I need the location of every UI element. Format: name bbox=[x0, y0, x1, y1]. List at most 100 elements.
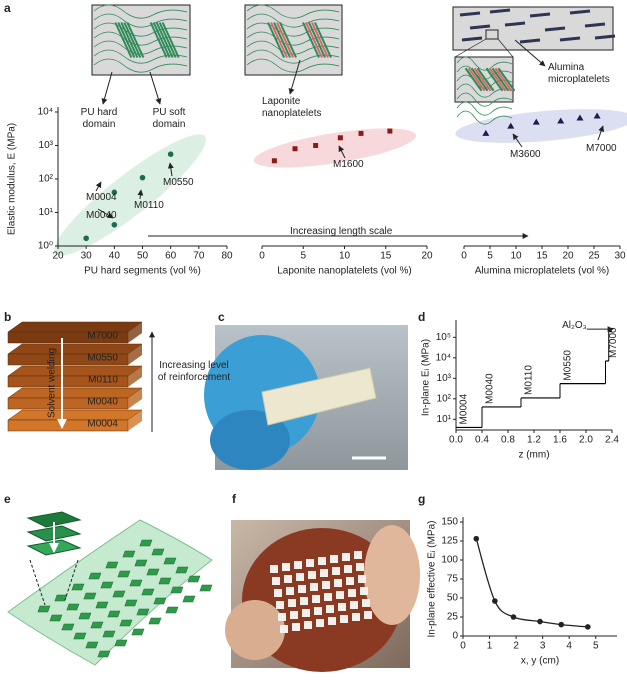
polymer-chain bbox=[456, 101, 513, 116]
highlight bbox=[455, 109, 627, 143]
tile bbox=[364, 611, 372, 619]
tile bbox=[284, 575, 292, 583]
tile bbox=[344, 565, 352, 573]
hard-domain bbox=[488, 67, 507, 92]
polymer-chain bbox=[246, 22, 340, 37]
x-tick-label: 0.0 bbox=[449, 435, 463, 446]
point bbox=[537, 618, 543, 625]
polymer-chain bbox=[246, 13, 340, 28]
block bbox=[129, 579, 143, 587]
step-label: M0040 bbox=[485, 373, 496, 404]
arrow bbox=[101, 71, 113, 105]
arrow bbox=[137, 189, 144, 200]
panel-label: e bbox=[4, 492, 11, 506]
y-tick-label: 10⁰ bbox=[38, 241, 53, 252]
y-tick-label: 10¹ bbox=[39, 207, 54, 218]
x-tick-label: 0.4 bbox=[475, 435, 489, 446]
platelet bbox=[544, 26, 566, 32]
tile bbox=[304, 621, 312, 629]
hard-domain bbox=[158, 22, 177, 58]
arrow bbox=[338, 145, 346, 159]
block bbox=[83, 592, 97, 600]
block bbox=[119, 619, 133, 627]
block bbox=[165, 606, 179, 614]
hard-domain bbox=[276, 22, 294, 58]
platelet bbox=[569, 9, 591, 15]
y-tick-label: 10⁴ bbox=[436, 352, 451, 363]
platelet bbox=[519, 38, 541, 44]
x-axis-label: z (mm) bbox=[518, 450, 549, 461]
platelet bbox=[584, 22, 606, 28]
x-tick-label: 3 bbox=[540, 641, 546, 652]
arrow-label: Increasing level of reinforcement bbox=[157, 360, 231, 383]
tile bbox=[352, 613, 360, 621]
zoom-box bbox=[485, 29, 499, 40]
block bbox=[54, 594, 68, 602]
hard-domain bbox=[470, 67, 489, 92]
y-tick-label: 10³ bbox=[437, 373, 452, 384]
polymer-chain bbox=[456, 92, 513, 107]
point bbox=[271, 158, 277, 164]
block bbox=[49, 614, 63, 622]
y-tick-label: 10² bbox=[437, 393, 452, 404]
hard-domain bbox=[270, 22, 288, 58]
block bbox=[153, 597, 167, 605]
y-tick-label: 10¹ bbox=[437, 414, 452, 425]
block bbox=[107, 610, 121, 618]
block bbox=[97, 650, 111, 658]
tile bbox=[350, 601, 358, 609]
hard-domain bbox=[114, 22, 133, 58]
hand bbox=[225, 600, 285, 660]
x-tick-label: 50 bbox=[137, 251, 149, 262]
point bbox=[482, 129, 490, 136]
block bbox=[170, 586, 184, 594]
x-tick-label: 10 bbox=[339, 251, 351, 262]
y-tick-label: 10⁴ bbox=[38, 107, 53, 118]
block bbox=[114, 639, 128, 647]
x-axis-label: PU hard segments (vol %) bbox=[84, 266, 201, 277]
layer-label: M0004 bbox=[87, 419, 118, 430]
x-axis-label: x, y (cm) bbox=[521, 656, 559, 667]
polymer-chain bbox=[456, 56, 513, 71]
point bbox=[557, 117, 565, 124]
x-tick-label: 30 bbox=[81, 251, 93, 262]
arrow bbox=[97, 208, 114, 219]
annotation: M7000 bbox=[586, 143, 617, 154]
platelet bbox=[469, 24, 491, 30]
layer-side bbox=[128, 410, 142, 431]
block bbox=[187, 575, 201, 583]
block bbox=[66, 603, 80, 611]
arrow bbox=[95, 181, 102, 192]
hard-domain bbox=[305, 22, 323, 58]
tile bbox=[302, 609, 310, 617]
hard-domain bbox=[302, 22, 320, 58]
tile bbox=[312, 595, 320, 603]
platelet bbox=[529, 12, 551, 18]
block bbox=[146, 568, 160, 576]
y-tick-label: 10⁵ bbox=[436, 332, 451, 343]
hard-domain bbox=[314, 22, 332, 58]
tile bbox=[340, 615, 348, 623]
tile bbox=[314, 607, 322, 615]
platelet bbox=[461, 36, 483, 42]
arrow bbox=[512, 133, 523, 148]
block bbox=[100, 581, 114, 589]
hard-domain bbox=[155, 22, 174, 58]
block bbox=[90, 621, 104, 629]
platelet bbox=[559, 36, 581, 42]
arrow-label: Solvent welding bbox=[47, 348, 58, 418]
block bbox=[71, 583, 85, 591]
y-tick-label: 10² bbox=[39, 174, 54, 185]
y-tick-label: 150 bbox=[441, 517, 458, 528]
hard-domain bbox=[485, 67, 504, 92]
tile bbox=[288, 599, 296, 607]
polymer-chain bbox=[246, 58, 340, 73]
platelet bbox=[504, 21, 526, 27]
block bbox=[141, 588, 155, 596]
x-tick-label: 1.6 bbox=[553, 435, 567, 446]
hard-domain bbox=[117, 22, 136, 58]
x-tick-label: 1.2 bbox=[527, 435, 541, 446]
block bbox=[78, 612, 92, 620]
point bbox=[111, 221, 118, 228]
highlight bbox=[253, 128, 417, 168]
